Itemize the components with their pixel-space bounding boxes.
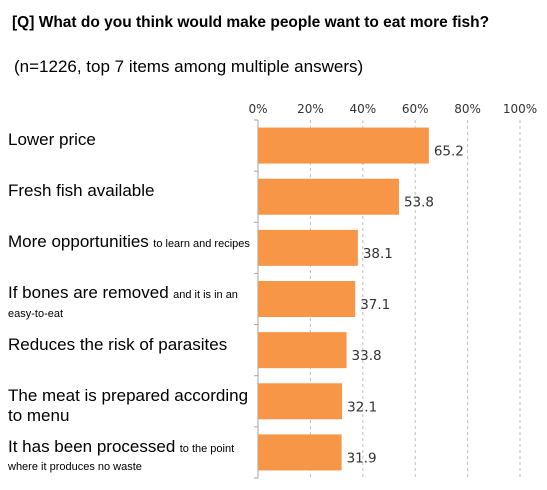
category-label-detail: to learn and recipes [153,238,250,251]
category-label-main: If bones are removed [8,283,169,303]
category-label: Fresh fish available [8,181,258,201]
x-tick-label: 0% [248,102,267,116]
x-tick-label: 20% [297,102,324,116]
bar [258,178,399,215]
x-tick-label: 60% [402,102,429,116]
question-title: [Q] What do you think would make people … [12,14,489,32]
category-label-detail: to the point where it produces no waste [8,442,235,474]
x-tick-label: 100% [503,102,537,116]
x-tick-label: 40% [349,102,376,116]
chart-subtitle: (n=1226, top 7 items among multiple answ… [14,57,364,76]
value-label: 37.1 [360,297,390,313]
category-label: Lower price [8,130,258,150]
category-label: If bones are removed and it is in an eas… [8,283,258,322]
bar [258,229,358,266]
x-tick-label: 80% [454,102,481,116]
value-label: 32.1 [347,399,377,415]
category-label-main: The meat is prepared according to menu [8,385,249,426]
category-label: Reduces the risk of parasites [8,335,258,355]
bar [258,434,342,471]
category-label-main: More opportunities [8,232,149,252]
bar [258,332,347,369]
category-label: More opportunities to learn and recipes [8,232,258,252]
value-label: 38.1 [363,246,393,262]
category-label: The meat is prepared according to menu [8,386,258,427]
value-label: 65.2 [434,144,464,160]
category-label: It has been processed to the point where… [8,437,258,476]
category-label-main: Reduces the risk of parasites [8,334,228,354]
question-tag: [Q] [12,14,35,31]
bar [258,383,343,420]
category-label-main: Lower price [8,130,96,149]
value-label: 33.8 [352,348,382,364]
bar [258,127,429,164]
category-label-detail: and it is in an easy-to-eat [8,289,238,320]
question-text: What do you think would make people want… [38,14,490,31]
category-label-main: It has been processed [8,436,176,456]
value-label: 53.8 [404,195,434,211]
value-label: 31.9 [347,450,377,466]
category-label-main: Fresh fish available [8,181,155,201]
bar [258,281,356,317]
